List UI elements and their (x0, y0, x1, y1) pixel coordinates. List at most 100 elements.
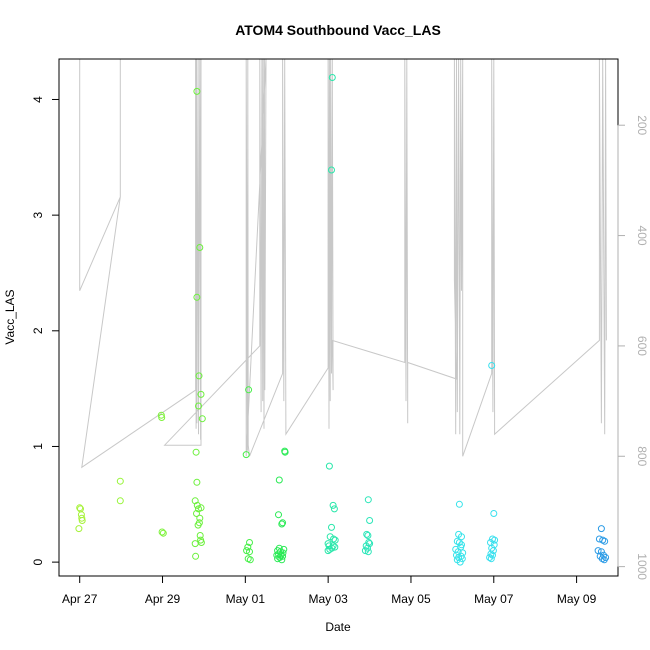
data-point (278, 556, 286, 564)
data-point (195, 372, 203, 380)
data-point (487, 555, 495, 563)
data-point (455, 500, 463, 508)
y-tick-label: 3 (31, 211, 45, 218)
data-point (158, 528, 166, 536)
data-point (246, 556, 254, 564)
y2-tick-label: 400 (635, 226, 649, 246)
data-point (487, 550, 495, 558)
data-point (196, 532, 204, 539)
data-point (274, 555, 282, 563)
data-point (246, 548, 253, 556)
x-tick-label: Apr 29 (145, 592, 181, 606)
pressure-trace-lines (79, 58, 607, 469)
chart-title: ATOM4 Southbound Vacc_LAS (235, 22, 441, 38)
data-point (158, 414, 166, 421)
data-point (328, 166, 335, 174)
y-tick-label: 2 (31, 327, 45, 334)
data-point (116, 497, 124, 505)
data-point (192, 448, 200, 456)
data-point (455, 539, 463, 546)
x-tick-label: May 09 (557, 592, 597, 606)
data-point (245, 386, 253, 394)
data-point (278, 520, 286, 528)
data-point (273, 551, 281, 559)
data-point (453, 551, 460, 559)
y-tick-label: 4 (31, 96, 45, 103)
y-axis: 0 1 2 3 4 (31, 96, 60, 565)
data-point (196, 244, 204, 251)
data-point (75, 525, 83, 533)
data-point (324, 547, 332, 555)
x-tick-label: May 05 (391, 592, 431, 606)
data-point (242, 451, 250, 459)
data-point (597, 525, 605, 533)
x-axis-label: Date (325, 620, 351, 634)
y2-tick-label: 800 (635, 446, 649, 466)
x-tick-label: Apr 27 (62, 592, 98, 606)
data-point (363, 530, 371, 538)
data-point (328, 74, 336, 81)
data-point (193, 87, 201, 95)
y-axis-label: Vacc_LAS (3, 289, 17, 344)
data-point (600, 551, 607, 559)
data-point (486, 554, 494, 561)
data-point (76, 504, 84, 512)
data-point (195, 402, 202, 410)
pressure-trace (79, 58, 607, 469)
data-point (246, 539, 253, 546)
data-point (193, 478, 201, 486)
data-point (458, 555, 466, 563)
x-tick-label: May 03 (308, 592, 348, 606)
data-point (193, 510, 200, 517)
x-tick-label: May 01 (226, 592, 266, 606)
data-point (328, 523, 335, 531)
data-point (364, 496, 372, 504)
data-point (331, 536, 339, 544)
data-point (197, 390, 205, 398)
data-point (281, 448, 289, 456)
data-point (198, 415, 206, 423)
data-point (600, 556, 608, 564)
data-point (192, 552, 200, 560)
data-point (279, 549, 287, 557)
data-point (458, 541, 465, 549)
data-point (490, 510, 498, 517)
x-axis: Apr 27 Apr 29 May 01 May 03 May 05 May 07 May … (62, 575, 597, 606)
data-point (191, 540, 199, 548)
plot-area-border (58, 58, 619, 577)
y-tick-label: 1 (31, 443, 45, 450)
x-tick-label: May 07 (474, 592, 514, 606)
data-point (364, 548, 372, 556)
data-point (195, 505, 202, 513)
data-point (366, 517, 374, 524)
data-point (330, 535, 337, 543)
data-point (280, 545, 288, 553)
y2-tick-label: 200 (635, 115, 649, 135)
data-point (275, 511, 282, 519)
data-point (194, 521, 202, 529)
data-point (279, 519, 287, 527)
data-point (193, 501, 201, 509)
data-point (597, 548, 605, 556)
data-point (193, 293, 201, 301)
data-point (364, 532, 372, 539)
data-point (456, 558, 464, 566)
y2-tick-label: 1000 (635, 553, 649, 580)
data-point (159, 529, 167, 537)
data-point (275, 476, 283, 484)
data-point (196, 514, 204, 522)
y2-tick-label: 600 (635, 336, 649, 356)
y-tick-label: 0 (31, 558, 45, 565)
data-point (116, 477, 124, 485)
data-point (329, 501, 337, 509)
data-point (330, 505, 338, 513)
right-pressure-axis: 200 400 600 800 1000 (617, 115, 649, 580)
data-points (75, 74, 610, 566)
data-point (78, 517, 86, 524)
data-point (488, 362, 496, 369)
data-point (244, 543, 252, 551)
data-point (325, 462, 333, 470)
data-point (601, 537, 609, 545)
data-point (328, 544, 336, 552)
